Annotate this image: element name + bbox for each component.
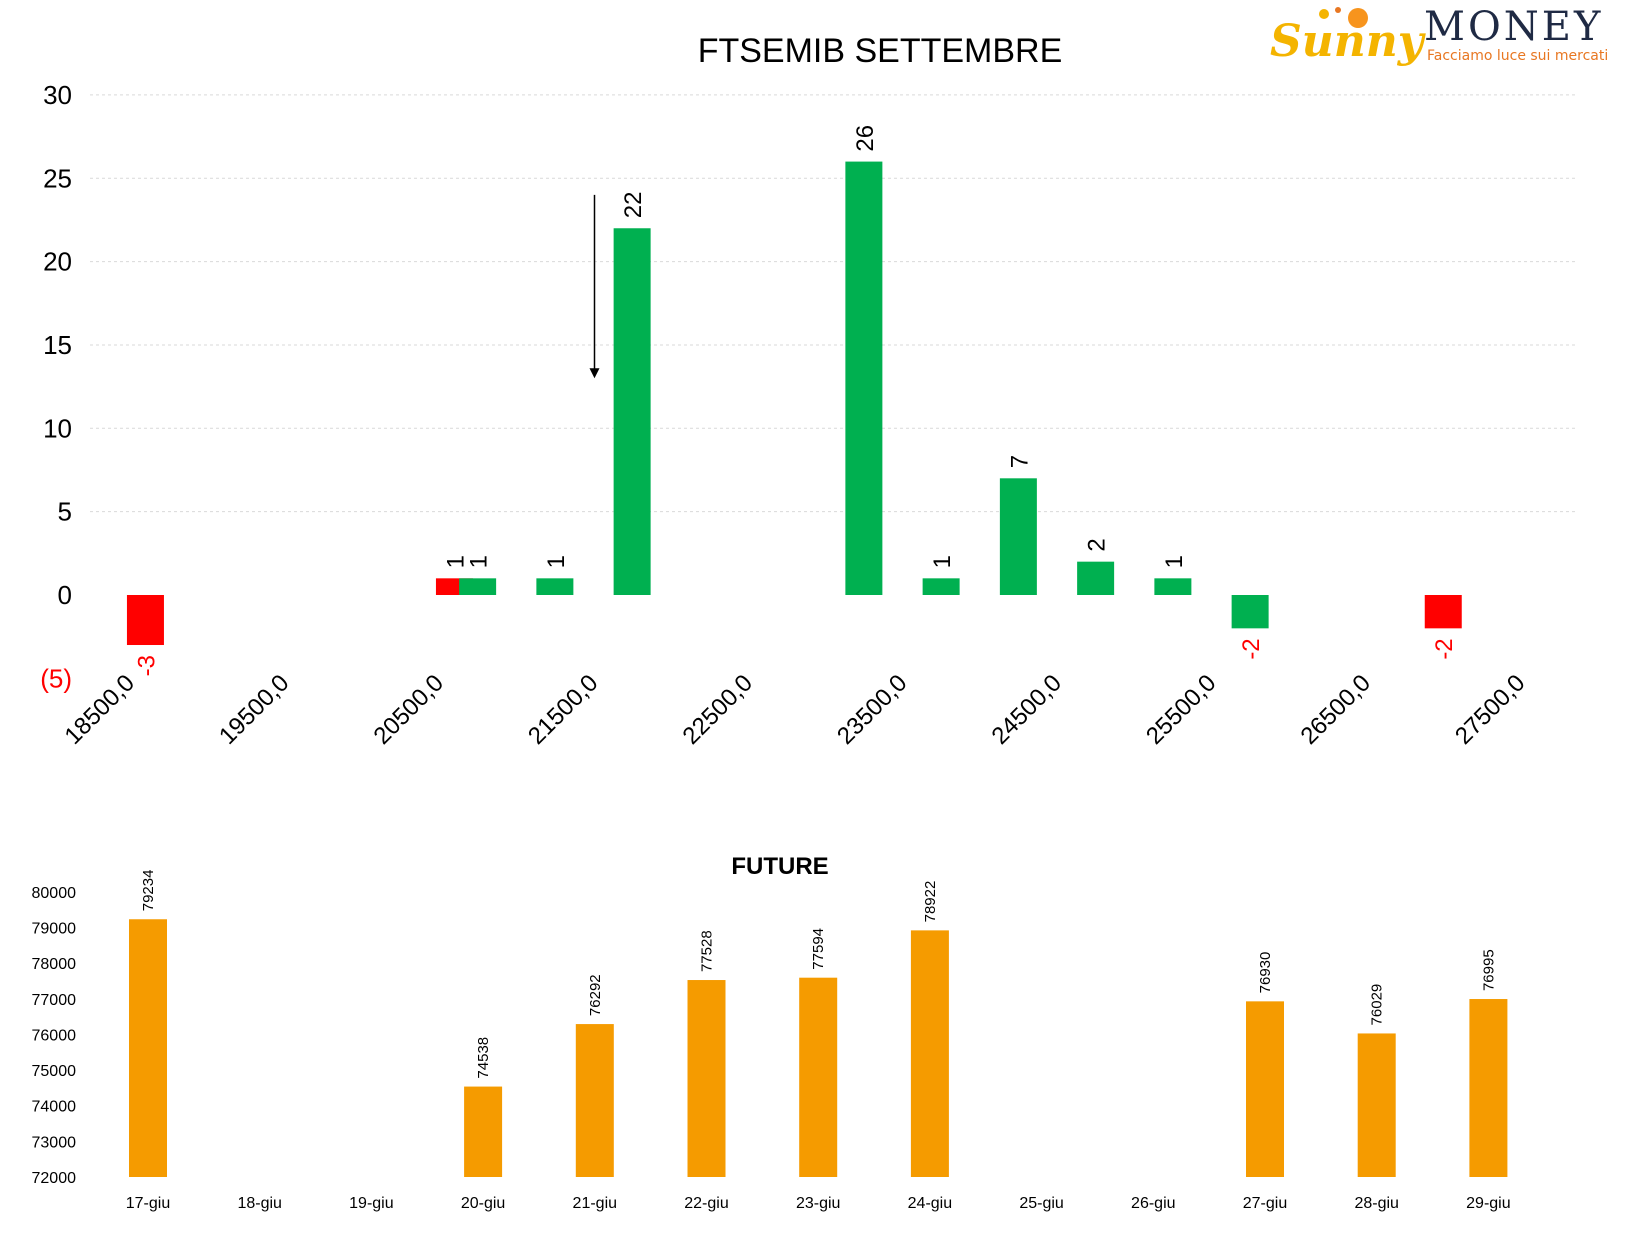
x-tick-label: 23500,0	[832, 669, 912, 749]
bar	[464, 1086, 503, 1177]
data-label: 78922	[922, 881, 939, 923]
x-tick-label: 29-giu	[1466, 1195, 1510, 1212]
y-tick-label: (5)	[40, 663, 72, 693]
x-tick-label: 20500,0	[368, 669, 448, 749]
x-tick-label: 21500,0	[523, 669, 603, 749]
data-label: 76029	[1369, 984, 1386, 1026]
data-label: 2	[1084, 538, 1111, 551]
x-tick-label: 27-giu	[1243, 1195, 1287, 1212]
x-tick-label: 19-giu	[349, 1195, 393, 1212]
bar	[613, 228, 651, 595]
x-tick-label: 28-giu	[1354, 1195, 1398, 1212]
bar	[922, 578, 960, 595]
y-tick-label: 25	[43, 163, 72, 193]
bar	[999, 478, 1037, 595]
bar	[799, 977, 838, 1177]
data-label: 1	[929, 555, 956, 568]
bar	[126, 595, 164, 646]
x-tick-label: 21-giu	[573, 1195, 617, 1212]
x-tick-label: 18-giu	[237, 1195, 281, 1212]
x-tick-label: 26-giu	[1131, 1195, 1175, 1212]
x-tick-label: 17-giu	[126, 1195, 170, 1212]
data-label: 77594	[810, 928, 827, 970]
sunny-money-logo: Sunny MONEY Facciamo luce sui mercati	[1270, 4, 1608, 67]
logo-tagline: Facciamo luce sui mercati	[1427, 48, 1608, 64]
bar	[536, 578, 574, 595]
data-label: -2	[1238, 638, 1265, 659]
data-label: 74538	[475, 1037, 492, 1079]
y-tick-label: 30	[43, 80, 72, 110]
bar	[1077, 561, 1115, 595]
logo-money-text: MONEY	[1424, 4, 1603, 50]
data-label: 76995	[1480, 949, 1497, 991]
bar	[459, 578, 497, 595]
y-tick-label: 74000	[32, 1099, 77, 1116]
y-tick-label: 20	[43, 247, 72, 277]
data-label: 76292	[587, 974, 604, 1016]
data-label: 26	[852, 125, 879, 152]
chart-title: FTSEMIB SETTEMBRE	[698, 32, 1063, 70]
logo-sunny-text: Sunny	[1270, 16, 1427, 67]
data-label: 76930	[1257, 952, 1274, 994]
data-label: 77528	[699, 930, 716, 972]
x-tick-label: 22500,0	[677, 669, 757, 749]
x-tick-label: 25-giu	[1019, 1195, 1063, 1212]
sun-dot-icon	[1319, 9, 1329, 19]
data-label: 22	[620, 192, 647, 219]
data-label: -3	[133, 655, 160, 676]
data-label: 1	[442, 555, 469, 568]
sun-icon	[1348, 8, 1368, 28]
data-label: 79234	[140, 870, 157, 912]
x-tick-label: 24500,0	[986, 669, 1066, 749]
bar	[845, 161, 883, 595]
bar	[1469, 999, 1508, 1177]
bar	[1424, 595, 1462, 629]
x-tick-label: 26500,0	[1295, 669, 1375, 749]
y-tick-label: 79000	[32, 921, 77, 938]
bar	[1154, 578, 1192, 595]
future-chart: FUTURE 80000 79000 78000 77000 76000 75000 740…	[32, 853, 1511, 1212]
bar	[1357, 1033, 1396, 1177]
x-tick-label: 23-giu	[796, 1195, 840, 1212]
x-tick-label: 24-giu	[908, 1195, 952, 1212]
y-tick-label: 73000	[32, 1134, 77, 1151]
data-label: 1	[466, 555, 493, 568]
data-label: 7	[1006, 455, 1033, 468]
y-tick-label: 5	[58, 497, 72, 527]
data-label: 1	[1161, 555, 1188, 568]
y-tick-label: 72000	[32, 1170, 77, 1187]
sun-dot-icon	[1335, 7, 1341, 13]
bar	[1231, 595, 1269, 629]
y-tick-label: 76000	[32, 1027, 77, 1044]
chart-title: FUTURE	[731, 853, 828, 880]
data-label: -2	[1431, 638, 1458, 659]
y-tick-label: 77000	[32, 992, 77, 1009]
bar	[575, 1024, 614, 1177]
y-tick-label: 78000	[32, 956, 77, 973]
bar	[687, 980, 726, 1177]
bar	[910, 930, 949, 1177]
y-tick-label: 80000	[32, 885, 77, 902]
bar	[1246, 1001, 1284, 1177]
y-tick-label: 10	[43, 413, 72, 443]
x-tick-label: 19500,0	[214, 669, 294, 749]
x-tick-label: 22-giu	[684, 1195, 728, 1212]
bar	[129, 919, 167, 1177]
x-tick-label: 27500,0	[1450, 669, 1530, 749]
arrow-down-icon	[589, 368, 600, 379]
y-tick-label: 0	[58, 580, 72, 610]
x-tick-label: 20-giu	[461, 1195, 505, 1212]
x-tick-label: 25500,0	[1141, 669, 1221, 749]
y-tick-label: 15	[43, 330, 72, 360]
y-tick-label: 75000	[32, 1063, 77, 1080]
data-label: 1	[543, 555, 570, 568]
